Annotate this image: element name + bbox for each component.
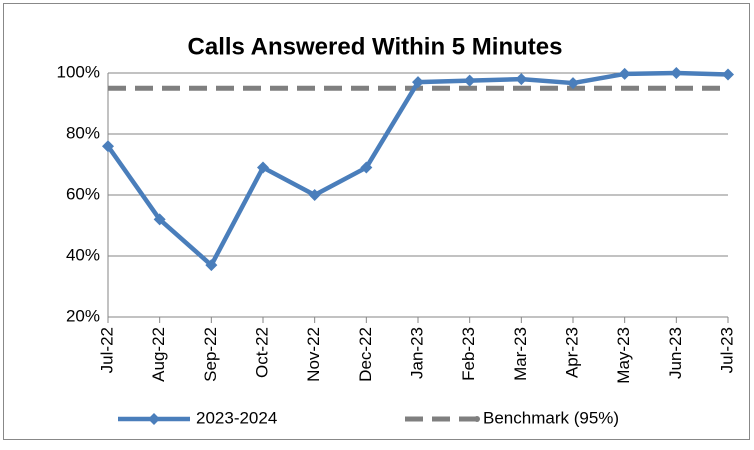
y-tick-label: 80% [66, 123, 100, 142]
x-tick-label: Mar-23 [511, 327, 530, 381]
marker [257, 161, 269, 174]
marker [360, 161, 373, 174]
marker [463, 74, 476, 87]
x-tick-label: Jan-23 [407, 327, 426, 379]
x-tick-label: Apr-23 [562, 327, 581, 378]
y-tick-label: 20% [66, 306, 100, 325]
marker [412, 76, 424, 89]
chart-title: Calls Answered Within 5 Minutes [188, 33, 563, 60]
x-tick-label: Feb-23 [459, 327, 478, 381]
marker [205, 259, 218, 272]
marker [102, 140, 114, 153]
legend-marker [148, 413, 160, 425]
y-tick-label: 60% [66, 184, 100, 203]
x-tick-label: Dec-22 [356, 327, 375, 382]
x-tick-label: Jun-23 [666, 327, 685, 379]
marker [670, 67, 683, 79]
legend-label: Benchmark (95%) [483, 408, 619, 427]
x-tick-label: Nov-22 [304, 327, 323, 382]
x-tick-label: Aug-22 [149, 327, 168, 382]
x-tick-label: May-23 [614, 327, 633, 384]
x-tick-label: Sep-22 [201, 327, 220, 382]
legend-label: 2023-2024 [196, 408, 277, 427]
marker [567, 77, 579, 90]
x-tick-label: Jul-23 [717, 327, 736, 373]
x-tick-label: Jul-22 [97, 327, 116, 373]
marker [722, 68, 734, 81]
marker [153, 213, 166, 226]
x-tick-label: Oct-22 [252, 327, 271, 378]
y-tick-label: 40% [66, 245, 100, 264]
y-tick-label: 100% [57, 62, 100, 81]
marker [515, 73, 528, 86]
legend-marker [474, 416, 480, 422]
marker [618, 67, 631, 80]
marker [308, 189, 321, 201]
